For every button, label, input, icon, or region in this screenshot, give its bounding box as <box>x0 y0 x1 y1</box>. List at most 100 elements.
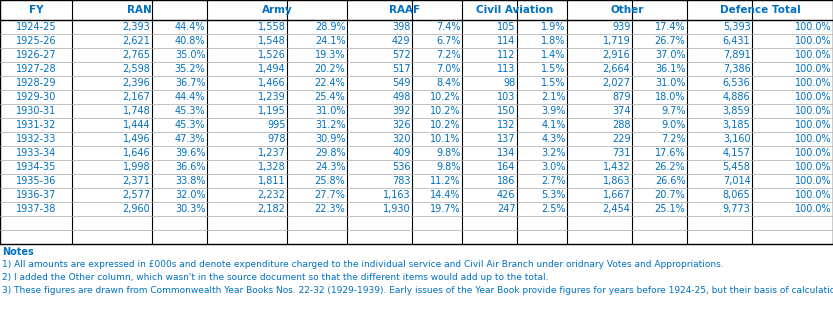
Text: 30.3%: 30.3% <box>175 204 206 214</box>
Text: 3,160: 3,160 <box>723 134 751 144</box>
Text: 409: 409 <box>392 148 411 158</box>
Text: 31.0%: 31.0% <box>315 106 346 116</box>
Text: 26.2%: 26.2% <box>655 162 686 172</box>
Text: 1,466: 1,466 <box>258 78 286 88</box>
Text: 1,998: 1,998 <box>123 162 151 172</box>
Text: 2,393: 2,393 <box>122 22 151 32</box>
Text: 45.3%: 45.3% <box>175 120 206 130</box>
Text: 3.0%: 3.0% <box>541 162 566 172</box>
Text: 1,526: 1,526 <box>257 50 286 60</box>
Text: 2,577: 2,577 <box>122 190 151 200</box>
Text: 28.9%: 28.9% <box>315 22 346 32</box>
Text: 7.0%: 7.0% <box>436 64 461 74</box>
Text: 150: 150 <box>497 106 516 116</box>
Text: 1) All amounts are expressed in £000s and denote expenditure charged to the indi: 1) All amounts are expressed in £000s an… <box>2 260 724 269</box>
Text: 1.9%: 1.9% <box>541 22 566 32</box>
Text: 36.6%: 36.6% <box>175 162 206 172</box>
Text: 17.4%: 17.4% <box>655 22 686 32</box>
Text: 7,386: 7,386 <box>723 64 751 74</box>
Text: 995: 995 <box>267 120 286 130</box>
Text: 103: 103 <box>497 92 516 102</box>
Text: 33.8%: 33.8% <box>175 176 206 186</box>
Text: 30.9%: 30.9% <box>315 134 346 144</box>
Text: 426: 426 <box>497 190 516 200</box>
Text: 9.0%: 9.0% <box>661 120 686 130</box>
Text: 1928-29: 1928-29 <box>16 78 57 88</box>
Text: 429: 429 <box>392 36 411 46</box>
Text: 25.4%: 25.4% <box>315 92 346 102</box>
Text: 2.5%: 2.5% <box>541 204 566 214</box>
Text: 100.0%: 100.0% <box>795 22 831 32</box>
Text: 114: 114 <box>497 36 516 46</box>
Text: 7.4%: 7.4% <box>436 22 461 32</box>
Text: 100.0%: 100.0% <box>795 134 831 144</box>
Text: 100.0%: 100.0% <box>795 64 831 74</box>
Text: 25.1%: 25.1% <box>655 204 686 214</box>
Text: 1927-28: 1927-28 <box>16 64 57 74</box>
Text: 22.3%: 22.3% <box>315 204 346 214</box>
Text: 1,811: 1,811 <box>258 176 286 186</box>
Text: 100.0%: 100.0% <box>795 176 831 186</box>
Text: 1934-35: 1934-35 <box>16 162 56 172</box>
Text: 24.1%: 24.1% <box>315 36 346 46</box>
Text: 9.7%: 9.7% <box>661 106 686 116</box>
Text: 247: 247 <box>496 204 516 214</box>
Text: 6.7%: 6.7% <box>436 36 461 46</box>
Text: 100.0%: 100.0% <box>795 162 831 172</box>
Text: 4,886: 4,886 <box>723 92 751 102</box>
Text: 229: 229 <box>612 134 631 144</box>
Text: 7.2%: 7.2% <box>661 134 686 144</box>
Text: 164: 164 <box>497 162 516 172</box>
Text: 5.3%: 5.3% <box>541 190 566 200</box>
Text: 4,157: 4,157 <box>722 148 751 158</box>
Text: 100.0%: 100.0% <box>795 36 831 46</box>
Text: 326: 326 <box>392 120 411 130</box>
Text: 1932-33: 1932-33 <box>16 134 56 144</box>
Text: 1,237: 1,237 <box>257 148 286 158</box>
Text: 1930-31: 1930-31 <box>16 106 56 116</box>
Text: 572: 572 <box>392 50 411 60</box>
Text: 98: 98 <box>503 78 516 88</box>
Text: 31.2%: 31.2% <box>315 120 346 130</box>
Text: 1924-25: 1924-25 <box>16 22 57 32</box>
Text: 2,598: 2,598 <box>122 64 151 74</box>
Text: 1935-36: 1935-36 <box>16 176 56 186</box>
Text: 1937-38: 1937-38 <box>16 204 56 214</box>
Text: 100.0%: 100.0% <box>795 106 831 116</box>
Text: 2,454: 2,454 <box>602 204 631 214</box>
Text: 392: 392 <box>392 106 411 116</box>
Text: 9.8%: 9.8% <box>436 148 461 158</box>
Text: 1.5%: 1.5% <box>541 78 566 88</box>
Text: 2,621: 2,621 <box>122 36 151 46</box>
Text: 186: 186 <box>497 176 516 186</box>
Text: 1,748: 1,748 <box>122 106 151 116</box>
Text: 22.4%: 22.4% <box>315 78 346 88</box>
Text: Notes: Notes <box>2 247 34 257</box>
Text: 2,027: 2,027 <box>602 78 631 88</box>
Text: 31.0%: 31.0% <box>655 78 686 88</box>
Text: 978: 978 <box>267 134 286 144</box>
Text: 35.2%: 35.2% <box>175 64 206 74</box>
Text: 320: 320 <box>392 134 411 144</box>
Text: 100.0%: 100.0% <box>795 120 831 130</box>
Text: 1933-34: 1933-34 <box>16 148 56 158</box>
Text: 1931-32: 1931-32 <box>16 120 56 130</box>
Text: 10.2%: 10.2% <box>430 120 461 130</box>
Text: 2,396: 2,396 <box>122 78 151 88</box>
Text: 879: 879 <box>612 92 631 102</box>
Text: 2,167: 2,167 <box>122 92 151 102</box>
Text: 19.7%: 19.7% <box>430 204 461 214</box>
Text: 1,239: 1,239 <box>257 92 286 102</box>
Text: 3,859: 3,859 <box>723 106 751 116</box>
Text: 2,664: 2,664 <box>603 64 631 74</box>
Text: 1.5%: 1.5% <box>541 64 566 74</box>
Text: 39.6%: 39.6% <box>175 148 206 158</box>
Text: 100.0%: 100.0% <box>795 148 831 158</box>
Text: 24.3%: 24.3% <box>315 162 346 172</box>
Text: RAN: RAN <box>127 5 152 15</box>
Text: 2,182: 2,182 <box>257 204 286 214</box>
Text: 783: 783 <box>392 176 411 186</box>
Text: 1.4%: 1.4% <box>541 50 566 60</box>
Text: 7,891: 7,891 <box>723 50 751 60</box>
Text: 25.8%: 25.8% <box>315 176 346 186</box>
